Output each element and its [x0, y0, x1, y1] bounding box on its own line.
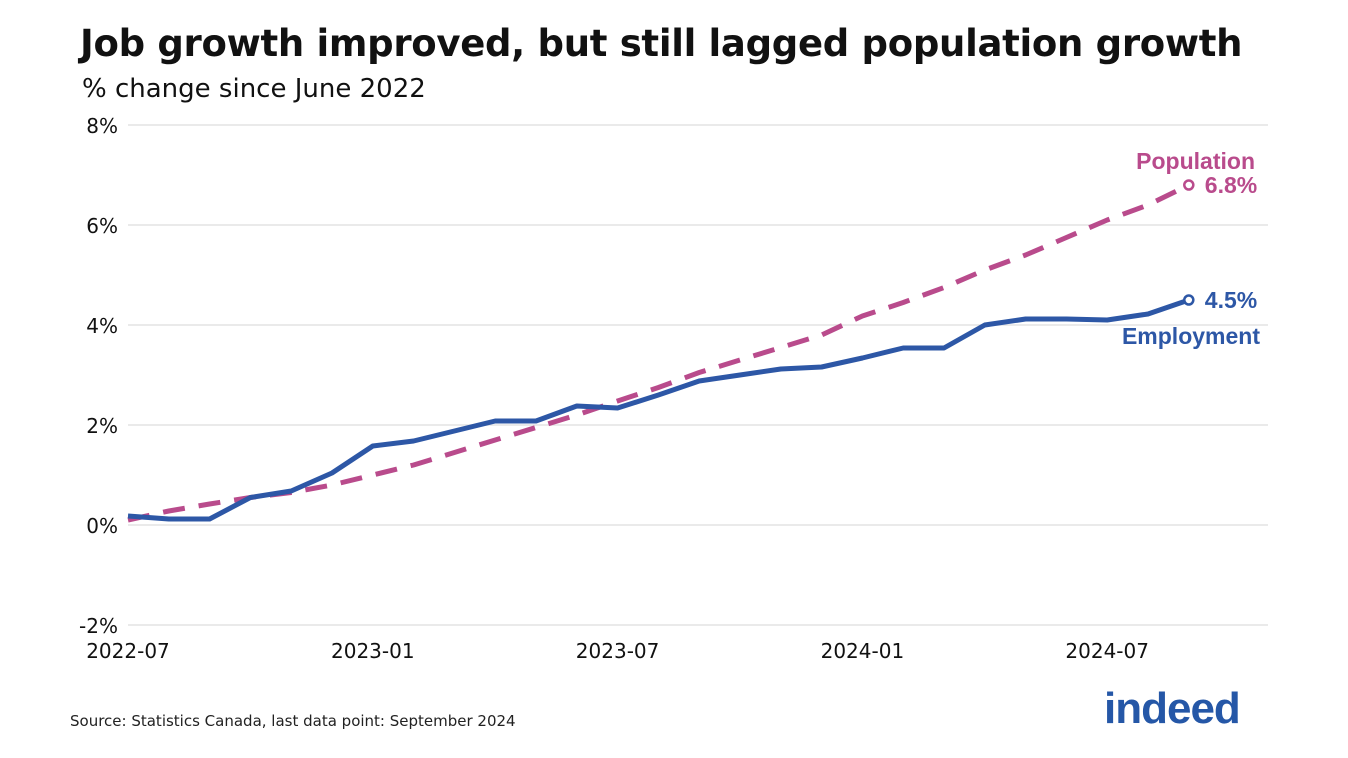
y-tick-label: 0% [86, 514, 118, 538]
employment-end-marker [1183, 294, 1195, 306]
chart-subtitle: % change since June 2022 [82, 74, 426, 104]
y-tick-label: 2% [86, 414, 118, 438]
population-end-label: 6.8% [1205, 172, 1257, 198]
y-tick-label: 4% [86, 314, 118, 338]
employment-series-label: Employment [1122, 323, 1260, 349]
x-tick-label: 2022-07 [86, 639, 170, 663]
population-line [127, 182, 1190, 523]
x-tick-label: 2023-07 [576, 639, 660, 663]
x-tick-label: 2023-01 [331, 639, 415, 663]
chart-title: Job growth improved, but still lagged po… [80, 22, 1243, 65]
y-tick-label: 8% [86, 114, 118, 138]
x-tick-label: 2024-07 [1065, 639, 1149, 663]
y-tick-label: 6% [86, 214, 118, 238]
x-tick-label: 2024-01 [821, 639, 905, 663]
employment-line [127, 297, 1190, 522]
y-tick-label: -2% [79, 614, 118, 638]
indeed-logo: indeed [1104, 684, 1241, 733]
population-end-marker [1183, 179, 1195, 191]
employment-end-label: 4.5% [1205, 287, 1257, 313]
population-series-label: Population [1136, 148, 1255, 174]
source-note: Source: Statistics Canada, last data poi… [70, 712, 516, 730]
